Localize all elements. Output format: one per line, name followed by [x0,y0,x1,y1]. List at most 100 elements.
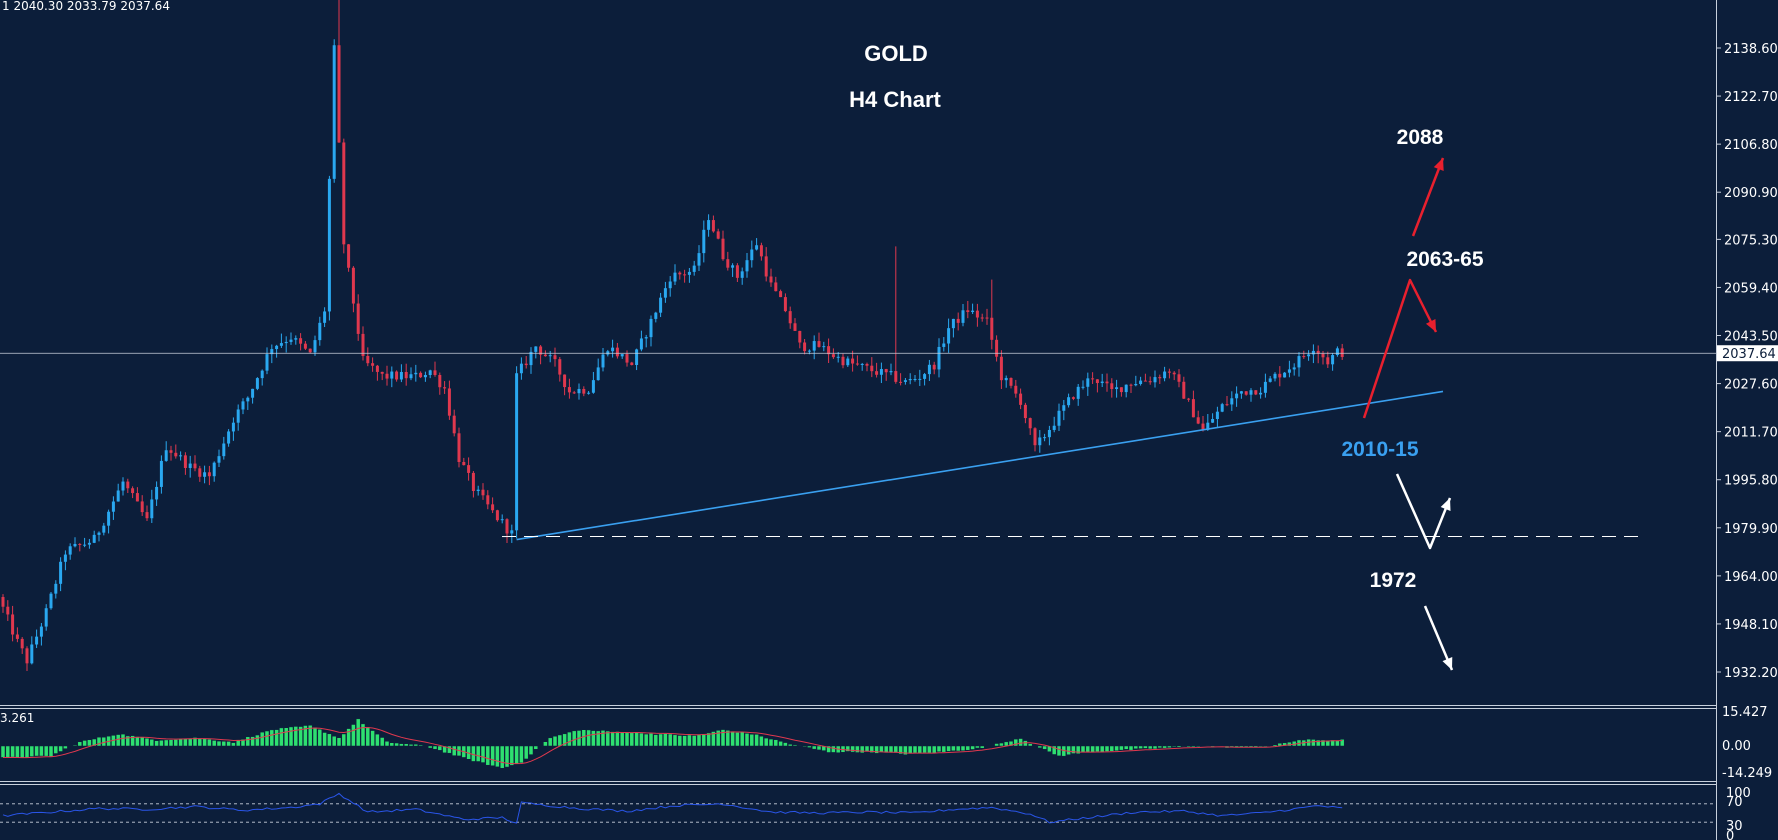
macd-bar [562,733,567,747]
candle-body [1033,428,1037,446]
macd-bar [427,745,433,749]
macd-bar [269,729,275,747]
candle-body [1139,380,1143,384]
candle-body [956,318,960,323]
macd-bar [58,745,63,752]
price-axis: 2138.60 2122.70 2106.80 2090.90 2075.30 2059.… [1716,42,1778,840]
candle-body [222,443,226,457]
candle-body [54,583,58,594]
macd-bar [1195,745,1201,748]
macd-bar [82,740,87,747]
candle-body [851,358,855,364]
candle-body [1177,374,1181,382]
candle-body [289,339,293,342]
rsi-tick-label: 0 [1726,829,1734,840]
candle-body [510,530,514,534]
arrow-path [1411,157,1445,237]
arrow-head [1442,657,1453,670]
macd-bar [355,718,361,747]
macd-bar [399,743,404,747]
arrow-head [1425,319,1436,332]
candle-body [294,338,298,340]
candle-body [817,341,821,347]
macd-bar [139,736,145,747]
macd-bar [1099,745,1105,753]
price-tick-label: 2106.80 [1724,138,1778,153]
candle-body [279,343,283,346]
macd-bar [250,736,255,747]
candle-body [92,534,96,543]
macd-bar [394,742,399,747]
candle-body [438,375,442,388]
macd-bar [1119,745,1124,751]
candle-body [203,472,207,477]
macd-bar [907,745,913,755]
candle-body [323,311,327,323]
macd-bar [989,745,995,747]
rsi-tick-label: 30 [1726,819,1743,834]
macd-bar [1200,745,1206,747]
candle-body [1143,380,1147,382]
macd-bar [274,729,279,747]
macd-bar [480,745,486,763]
candle-body [433,370,437,376]
price-tick-label: 1932.20 [1724,666,1778,681]
macd-bar [255,734,260,747]
candle-body [711,220,715,232]
macd-bar [581,729,587,747]
candle-body [1292,367,1296,370]
candle-body [361,333,365,357]
candle-body [236,409,240,423]
macd-bar [1027,743,1033,747]
arrow-path [1395,473,1452,550]
candle-body [985,317,989,319]
candle-body [1091,378,1095,380]
macd-bar [365,726,371,747]
candle-body [1100,381,1104,384]
macd-bar [634,732,639,747]
candle-body [193,463,197,469]
macd-bar [768,738,774,747]
macd-bar [946,745,951,752]
macd-tick-label: -14.249 [1722,766,1772,781]
candle-body [476,489,480,491]
candle-body [591,380,595,393]
candle-body [975,310,979,318]
macd-bar [783,742,788,747]
macd-bar [423,745,428,747]
candle-body [102,525,106,533]
candle-body [443,387,447,389]
macd-bar [725,730,731,747]
candle-body [937,346,941,370]
macd-bar [135,736,140,747]
macd-bar [1095,745,1100,752]
candle-body [1273,373,1277,379]
macd-bar [773,739,779,747]
candle-body [870,365,874,372]
candle-body [212,462,216,477]
candle-body [111,501,115,512]
candle-body [299,338,303,344]
candle-body [409,374,413,379]
candle-body [1239,391,1243,394]
candle-body [1043,437,1047,439]
candle-body [615,347,619,357]
candle-body [1259,392,1263,395]
macd-bar [696,734,702,747]
macd-bar [605,730,611,747]
macd-bar [672,734,678,747]
macd-bar [312,726,318,747]
candle-body [927,364,931,375]
price-tick-label: 2075.30 [1724,233,1778,248]
macd-bar [211,740,217,747]
candle-body [318,322,322,341]
candle-body [539,346,543,355]
macd-bar [682,735,687,747]
candle-body [380,371,384,374]
candle-body [419,372,423,378]
candle-body [1278,373,1282,378]
macd-bar [1051,745,1057,755]
candle-body [356,303,360,334]
macd-bar [936,745,942,753]
